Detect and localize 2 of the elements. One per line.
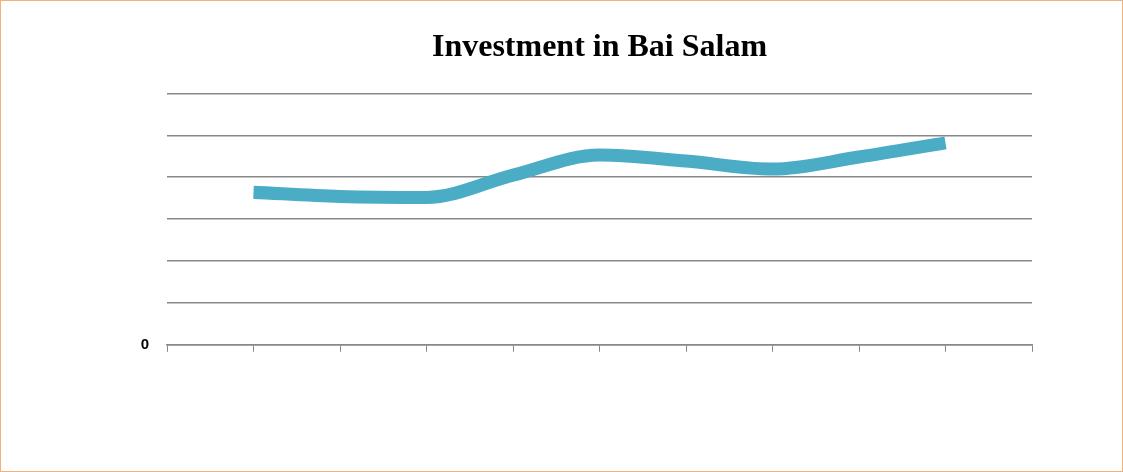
text: 0 (140, 334, 149, 352)
chart-title: Investment in Bai Salam (431, 27, 768, 64)
